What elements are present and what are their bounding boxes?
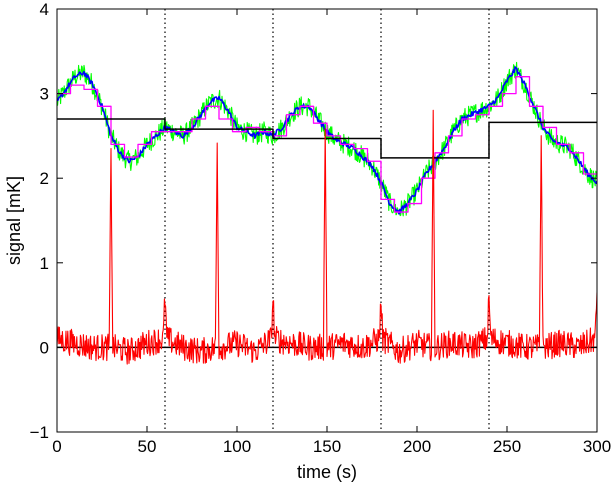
plot-area [57,9,597,432]
y-tick-label-5: 4 [40,0,49,19]
series-line-black-3 [57,118,597,159]
series-line-red-5 [57,109,597,365]
y-tick-label-1: 0 [40,338,49,357]
x-tick-label-0: 0 [52,437,61,456]
x-tick-label-2: 100 [223,437,251,456]
x-tick-label-3: 150 [313,437,341,456]
x-tick-label-1: 50 [138,437,157,456]
y-tick-label-3: 2 [40,169,49,188]
y-axis-label: signal [mK] [4,176,24,265]
x-axis-label: time (s) [297,462,357,482]
y-tick-label-0: −1 [30,423,49,442]
x-tick-label-4: 200 [403,437,431,456]
series-line-magenta-2 [57,76,597,213]
x-tick-label-6: 300 [583,437,611,456]
x-tick-label-5: 250 [493,437,521,456]
y-tick-label-2: 1 [40,254,49,273]
y-tick-label-4: 3 [40,85,49,104]
